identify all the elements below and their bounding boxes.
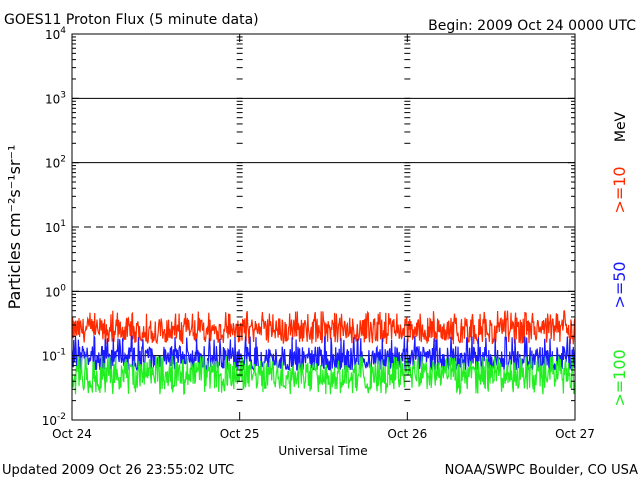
y-tick-label: 101	[45, 219, 66, 235]
legend-entry: >=10	[610, 166, 629, 213]
y-tick-label: 100	[45, 283, 66, 299]
updated-timestamp: Updated 2009 Oct 26 23:55:02 UTC	[2, 463, 234, 478]
legend-entry: >=100	[610, 349, 629, 406]
x-tick-label: Oct 27	[555, 427, 595, 441]
y-tick-label: 10-2	[42, 412, 66, 428]
y-tick-label: 102	[45, 155, 66, 171]
y-tick-label: 10-1	[42, 348, 66, 364]
y-tick-label: 104	[45, 26, 66, 42]
x-tick-label: Oct 26	[387, 427, 427, 441]
begin-time: Begin: 2009 Oct 24 0000 UTC	[428, 18, 636, 34]
x-tick-labels: Oct 24 Oct 25 Oct 26 Oct 27	[52, 427, 595, 441]
y-tick-label: 103	[45, 90, 66, 106]
series-line-3	[71, 355, 576, 396]
x-tick-label: Oct 25	[220, 427, 260, 441]
legend-entry: >=50	[610, 261, 629, 308]
energy-legend: >=10 >=50 >=100 MeV	[610, 111, 629, 406]
legend-unit: MeV	[613, 111, 629, 142]
series-layer	[71, 310, 576, 396]
chart-title: GOES11 Proton Flux (5 minute data)	[4, 12, 259, 28]
y-axis-label: Particles cm⁻²s⁻¹sr⁻¹	[5, 145, 24, 310]
y-tick-labels: 10-2 10-1 100 101 102 103 104	[42, 26, 575, 428]
series-line-1	[71, 310, 576, 345]
x-axis-label: Universal Time	[278, 444, 367, 458]
data-source: NOAA/SWPC Boulder, CO USA	[445, 463, 638, 478]
x-tick-label: Oct 24	[52, 427, 92, 441]
